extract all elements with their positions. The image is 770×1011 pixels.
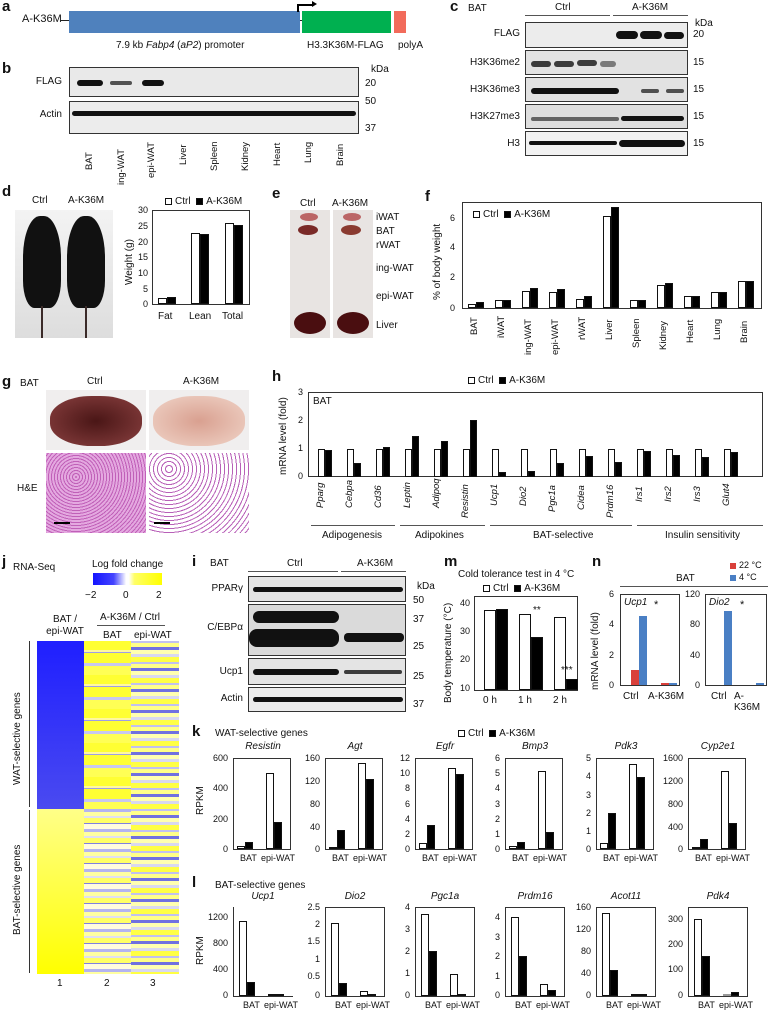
panel-label-j: j bbox=[2, 553, 7, 570]
legend: Ctrl A-K36M bbox=[473, 209, 550, 220]
bar-chart-f bbox=[462, 202, 762, 309]
panel-label-g: g bbox=[2, 373, 12, 390]
bar-chart-l-pgc1a bbox=[415, 907, 475, 997]
western-blot-i-ucp1 bbox=[248, 658, 406, 685]
bar-chart-k-egfr bbox=[415, 758, 473, 850]
bar-chart-l-ucp1 bbox=[233, 907, 293, 997]
panel-label-n: n bbox=[592, 553, 602, 570]
western-blot-c-h3 bbox=[525, 131, 688, 156]
heatmap bbox=[37, 641, 179, 974]
panel-label-b: b bbox=[2, 60, 12, 77]
he-stain-ak36m bbox=[149, 453, 249, 533]
bar-chart-l-dio2 bbox=[325, 907, 385, 997]
legend: Ctrl A-K36M bbox=[468, 375, 545, 386]
promoter-segment bbox=[69, 11, 300, 33]
mouse-photo bbox=[15, 210, 113, 338]
western-blot-i-cebpa bbox=[248, 604, 406, 656]
promoter-label: 7.9 kb Fabp4 (aP2) promoter bbox=[116, 40, 245, 51]
panel-label-f: f bbox=[425, 188, 430, 205]
color-scale bbox=[93, 573, 162, 585]
western-blot-c-h3k36me3 bbox=[525, 77, 688, 102]
western-blot-i-actin bbox=[248, 687, 406, 712]
blot-row-label: FLAG bbox=[35, 76, 62, 87]
lane-label: Kidney bbox=[240, 141, 251, 171]
western-blot-i-ppary bbox=[248, 576, 406, 602]
legend: Ctrl A-K36M bbox=[483, 583, 560, 594]
bar-chart-l-pdk4 bbox=[688, 907, 748, 997]
panel-label-d: d bbox=[2, 183, 12, 200]
western-blot-c-flag bbox=[525, 22, 688, 48]
polya-label: polyA bbox=[398, 40, 424, 51]
panel-label-l: l bbox=[192, 874, 197, 891]
lane-label: Liver bbox=[178, 144, 189, 165]
bar-chart-k-pdk3 bbox=[596, 758, 654, 850]
panel-label-h: h bbox=[272, 368, 282, 385]
bar-chart-h: BAT bbox=[308, 392, 763, 477]
western-blot-flag bbox=[69, 67, 359, 97]
panel-label-m: m bbox=[444, 553, 458, 570]
lane-label: BAT bbox=[84, 152, 95, 170]
lane-label: Heart bbox=[272, 142, 283, 166]
insert-segment bbox=[302, 11, 391, 33]
bar-chart-k-agt bbox=[325, 758, 383, 850]
insert-label: H3.3K36M-FLAG bbox=[307, 40, 384, 51]
bar-chart-l-prdm16 bbox=[505, 907, 565, 997]
bar-chart-d bbox=[152, 210, 250, 305]
panel-label-e: e bbox=[272, 185, 281, 202]
legend: Ctrl A-K36M bbox=[458, 728, 535, 739]
panel-label-c: c bbox=[450, 0, 459, 15]
bat-photo-ctrl bbox=[46, 390, 146, 450]
construct-name: A-K36M bbox=[22, 13, 62, 25]
western-blot-actin bbox=[69, 101, 359, 134]
bar-chart-k-cyp2e1 bbox=[688, 758, 746, 850]
lane-label: epi-WAT bbox=[146, 142, 157, 178]
bar-chart-n-ucp1: Ucp1 * bbox=[620, 594, 680, 686]
polya-segment bbox=[394, 11, 406, 33]
lane-label: Lung bbox=[303, 141, 314, 163]
tss-arrow-icon bbox=[297, 4, 299, 12]
bar-chart-m: ** *** bbox=[474, 596, 578, 691]
panel-label-a: a bbox=[2, 0, 11, 15]
lane-label: Spleen bbox=[209, 141, 220, 171]
western-blot-c-h3k27me3 bbox=[525, 104, 688, 129]
western-blot-c-h3k36me2 bbox=[525, 50, 688, 75]
lane-label: ing-WAT bbox=[116, 149, 127, 185]
lane-label: Brain bbox=[335, 143, 346, 166]
bar-chart-k-resistin bbox=[233, 758, 291, 850]
blot-row-label: Actin bbox=[39, 109, 62, 120]
legend: 22 °C bbox=[730, 560, 762, 570]
he-stain-ctrl bbox=[46, 453, 146, 533]
bar-chart-n-dio2: Dio2 * bbox=[705, 594, 767, 686]
bar-chart-k-bmp3 bbox=[505, 758, 563, 850]
kda-label: kDa bbox=[371, 64, 389, 75]
legend: Ctrl A-K36M bbox=[165, 196, 242, 207]
panel-label-i: i bbox=[192, 553, 197, 570]
bat-photo-ak36m bbox=[149, 390, 249, 450]
bar-chart-l-acot11 bbox=[596, 907, 656, 997]
panel-label-k: k bbox=[192, 723, 201, 740]
